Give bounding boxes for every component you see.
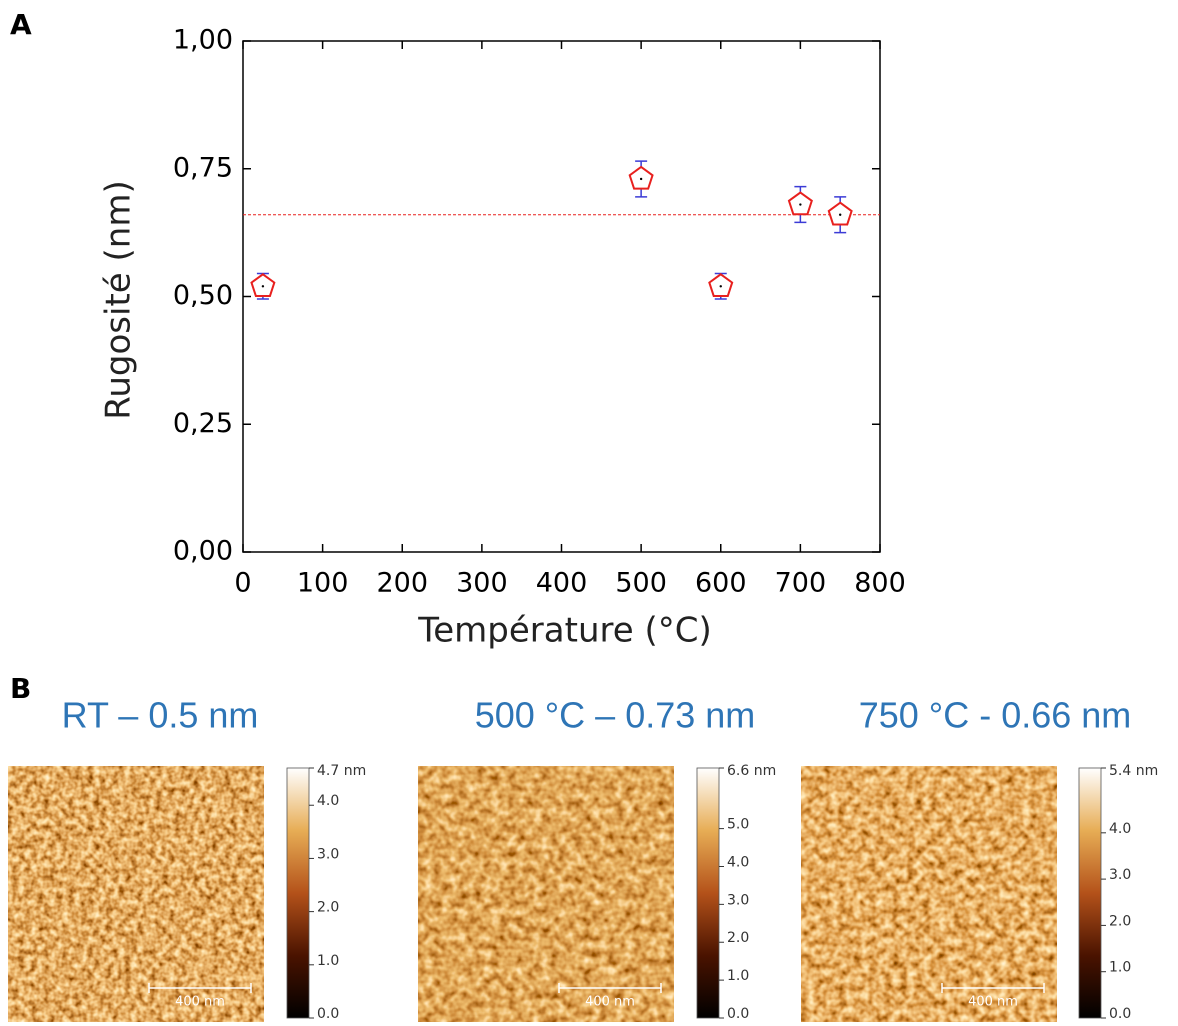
panel-label: B — [10, 672, 31, 705]
x-tick-label: 200 — [376, 568, 428, 599]
afm-image — [8, 766, 264, 1022]
y-tick-label: 0,25 — [173, 408, 233, 439]
colorbar-tick-label: 1.0 — [317, 953, 339, 969]
scale-bar — [148, 983, 252, 993]
image-title: 500 °C – 0.73 nm — [475, 695, 756, 736]
colorbar-tick-label: 0.0 — [1109, 1006, 1131, 1022]
y-tick-label: 0,50 — [173, 280, 233, 311]
colorbar-max-label: 4.7 nm — [317, 763, 366, 779]
plot-frame — [242, 40, 881, 553]
point-center — [838, 213, 842, 216]
scale-bar-label: 400 nm — [585, 995, 635, 1010]
x-tick-label: 800 — [854, 568, 906, 599]
x-tick-label: 100 — [297, 568, 349, 599]
colorbar — [286, 767, 310, 1019]
x-tick-label: 700 — [775, 568, 827, 599]
scale-bar — [941, 983, 1045, 993]
colorbar-tick-label: 3.0 — [727, 892, 749, 908]
image-title: RT – 0.5 nm — [62, 695, 259, 736]
colorbar-tick-label: 3.0 — [317, 846, 339, 862]
point-center — [639, 177, 643, 181]
colorbar — [1078, 767, 1102, 1019]
y-tick-label: 0,00 — [173, 536, 233, 567]
scale-bar — [558, 983, 662, 993]
y-axis-title: Rugosité (nm) — [99, 180, 139, 419]
point-center — [719, 285, 722, 288]
x-tick-label: 600 — [695, 568, 747, 599]
y-tick-label: 0,75 — [173, 152, 233, 183]
x-axis-title: Température (°C) — [417, 611, 711, 651]
scale-bar-label: 400 nm — [968, 995, 1018, 1010]
colorbar-tick-label: 5.0 — [727, 817, 749, 833]
x-tick-label: 300 — [456, 568, 508, 599]
colorbar-tick-label: 2.0 — [317, 900, 339, 916]
colorbar-tick-label: 4.0 — [317, 793, 339, 809]
x-tick-label: 400 — [536, 568, 588, 599]
colorbar — [696, 767, 720, 1019]
colorbar-tick-label: 2.0 — [727, 930, 749, 946]
x-tick-label: 0 — [234, 568, 251, 599]
scale-bar-label: 400 nm — [175, 995, 225, 1010]
point-center — [261, 285, 265, 288]
y-tick-label: 1,00 — [173, 25, 233, 56]
colorbar-tick-label: 4.0 — [727, 854, 749, 870]
colorbar-tick-label: 0.0 — [317, 1006, 339, 1022]
point-center — [799, 203, 802, 206]
colorbar-tick-label: 1.0 — [1109, 960, 1131, 976]
image-title: 750 °C - 0.66 nm — [859, 695, 1132, 736]
afm-image — [801, 766, 1057, 1022]
colorbar-tick-label: 0.0 — [727, 1006, 749, 1022]
colorbar-tick-label: 4.0 — [1109, 821, 1131, 837]
colorbar-max-label: 5.4 nm — [1109, 763, 1158, 779]
panel-label: A — [10, 8, 32, 41]
colorbar-tick-label: 3.0 — [1109, 867, 1131, 883]
colorbar-tick-label: 1.0 — [727, 968, 749, 984]
x-tick-label: 500 — [615, 568, 667, 599]
colorbar-tick-label: 2.0 — [1109, 913, 1131, 929]
colorbar-max-label: 6.6 nm — [727, 763, 776, 779]
afm-image — [418, 766, 674, 1022]
